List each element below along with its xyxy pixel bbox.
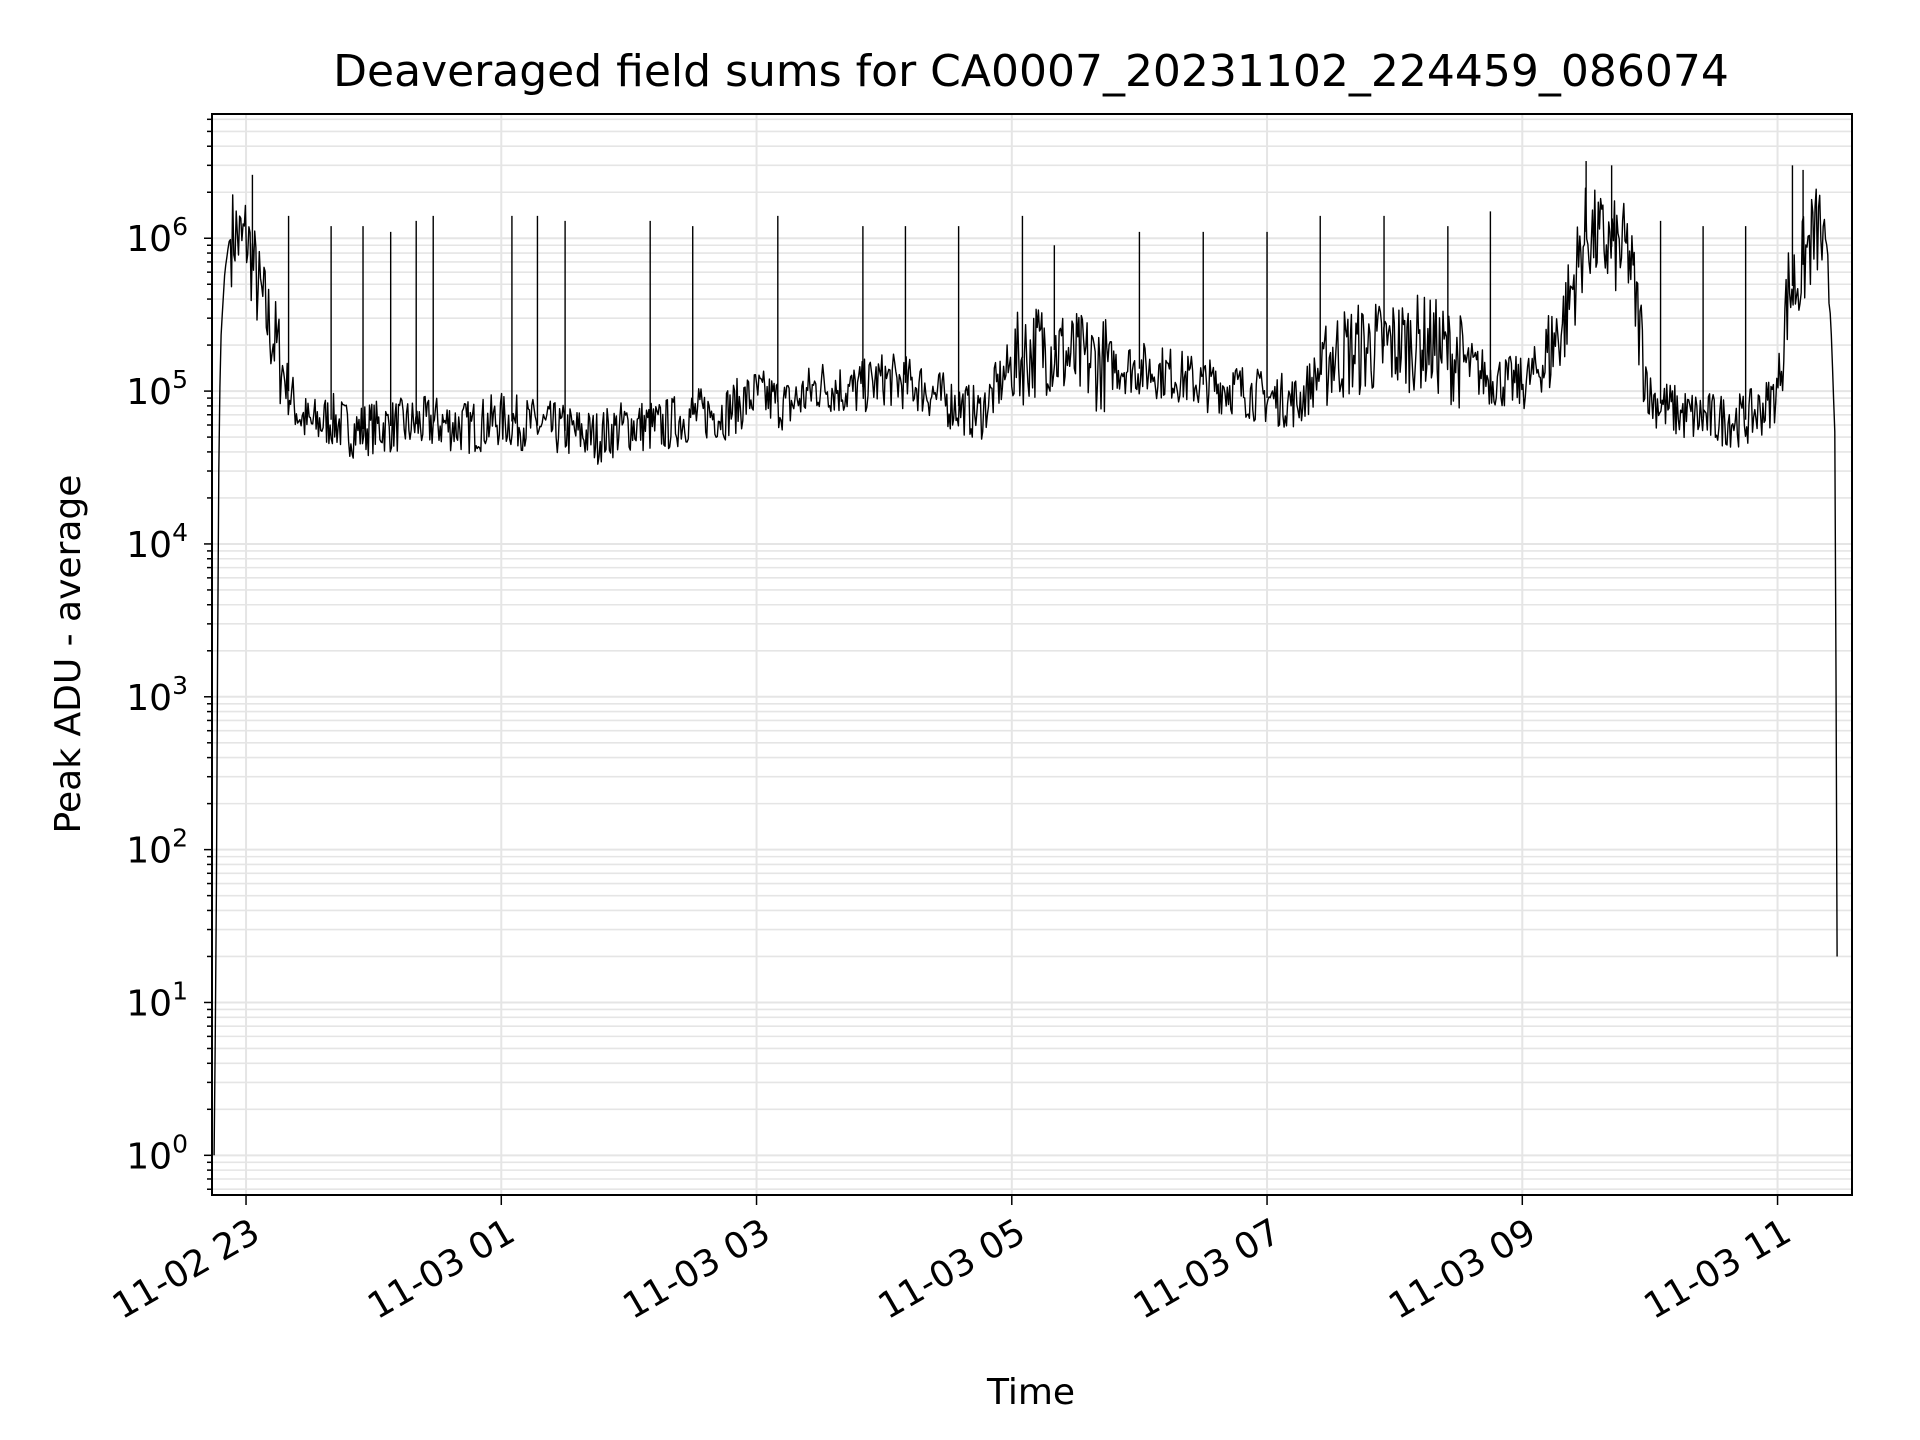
y-tick-label: 100 xyxy=(126,1129,188,1177)
chart-title: Deaveraged field sums for CA0007_2023110… xyxy=(333,46,1729,97)
tick-marks xyxy=(204,118,1779,1205)
y-tick-label: 102 xyxy=(126,824,188,872)
grid-lines xyxy=(212,114,1852,1195)
y-tick-label: 103 xyxy=(126,671,188,719)
y-tick-label: 106 xyxy=(126,212,188,260)
plot-frame xyxy=(211,113,1853,1196)
y-axis-label: Peak ADU - average xyxy=(48,475,89,834)
x-axis-label: Time xyxy=(986,1372,1075,1413)
series-group xyxy=(213,161,1838,1156)
y-tick-label: 101 xyxy=(126,976,188,1024)
series-line xyxy=(213,187,1838,1156)
y-tick-label: 104 xyxy=(126,518,188,566)
y-tick-label: 105 xyxy=(126,365,188,413)
